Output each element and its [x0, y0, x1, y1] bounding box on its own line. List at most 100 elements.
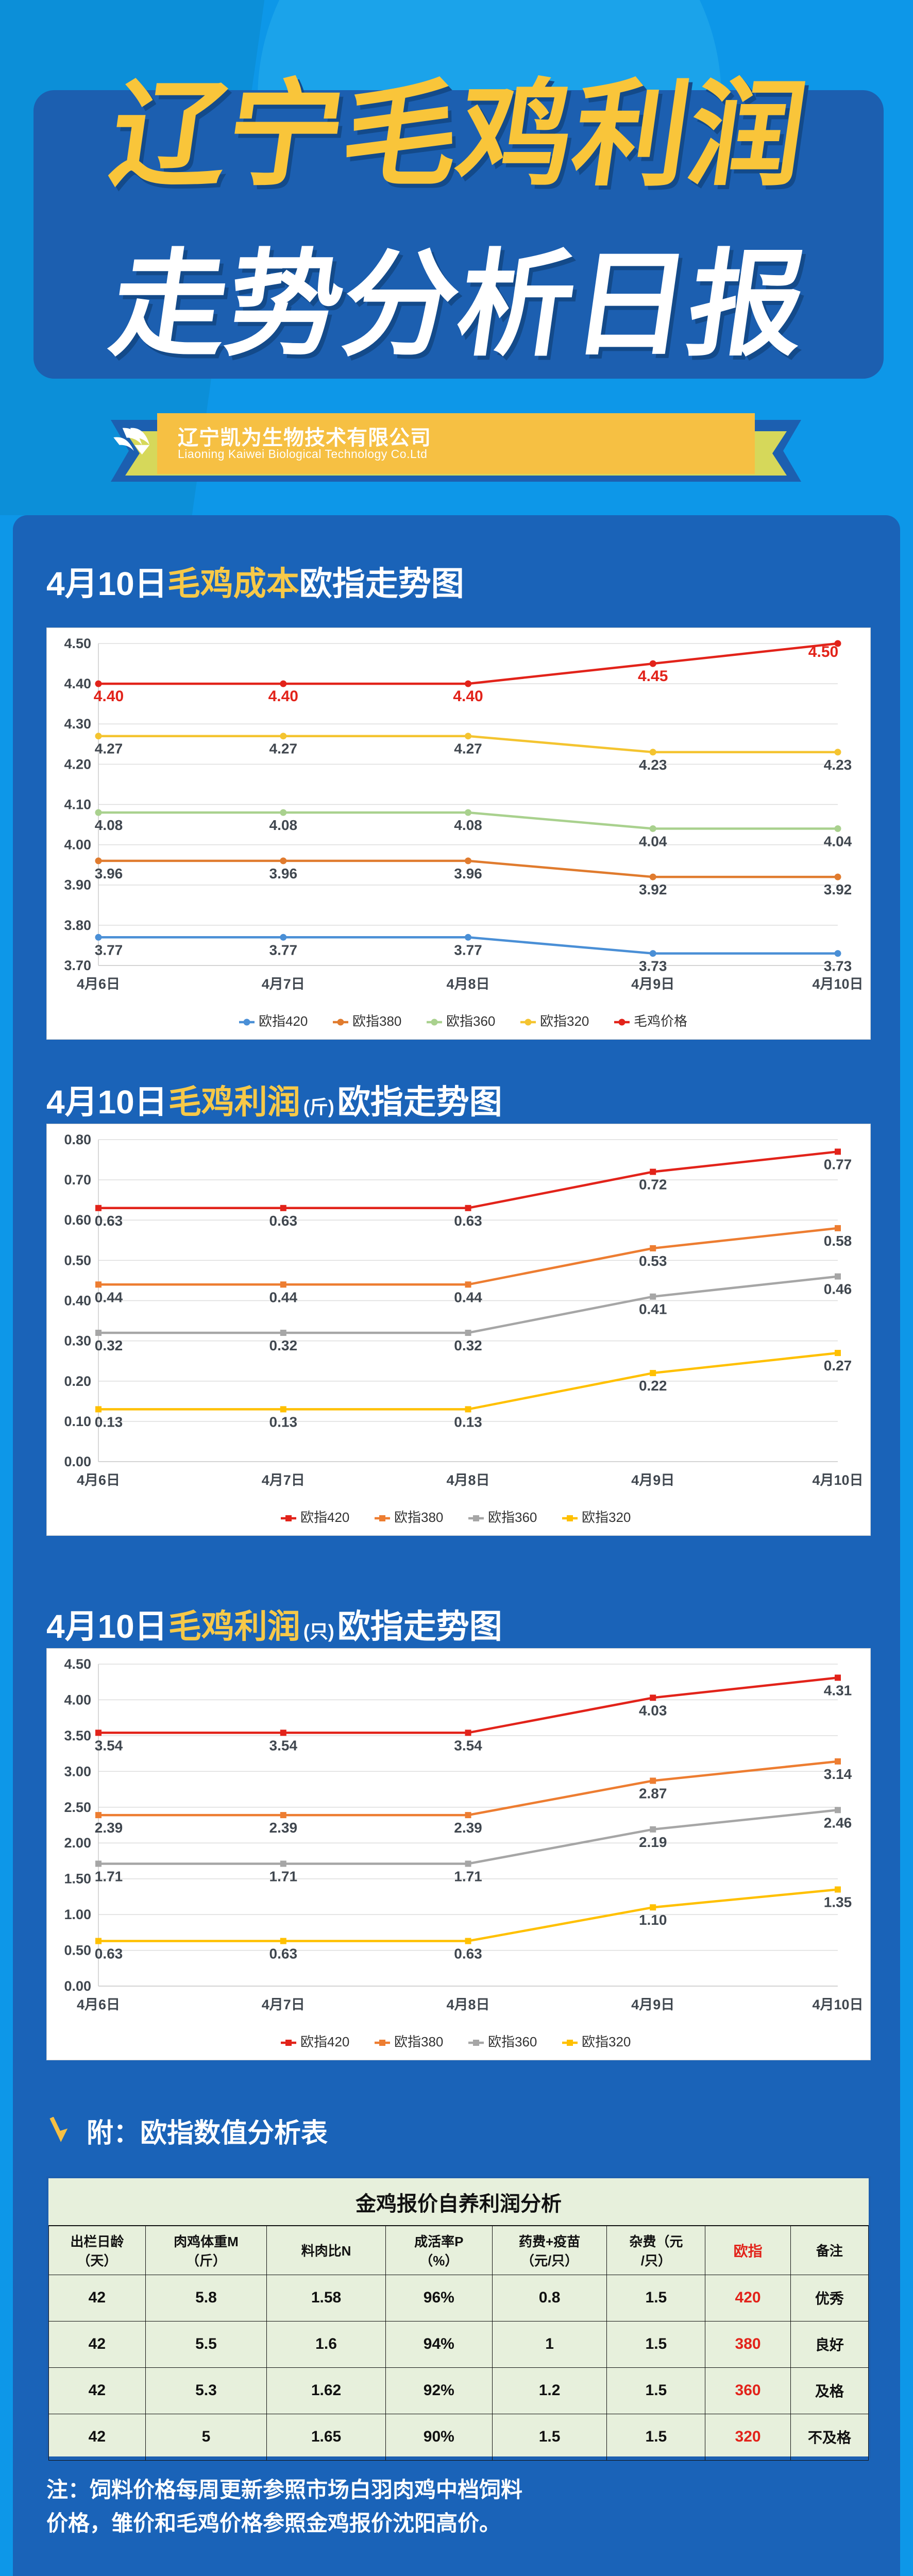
- svg-text:4月6日: 4月6日: [77, 976, 120, 992]
- svg-text:欧指420: 欧指420: [259, 1013, 308, 1029]
- svg-text:4.23: 4.23: [824, 757, 852, 773]
- svg-text:3.73: 3.73: [639, 958, 667, 974]
- svg-text:4.08: 4.08: [454, 817, 482, 833]
- svg-text:0.50: 0.50: [64, 1943, 91, 1958]
- svg-text:3.90: 3.90: [64, 877, 91, 893]
- svg-text:欧指320: 欧指320: [582, 2034, 631, 2049]
- svg-text:0.30: 0.30: [64, 1333, 91, 1349]
- svg-text:0.40: 0.40: [64, 1293, 91, 1309]
- svg-text:0.44: 0.44: [95, 1289, 123, 1305]
- svg-text:3.50: 3.50: [64, 1728, 91, 1743]
- svg-text:1.35: 1.35: [824, 1894, 852, 1910]
- svg-text:2.87: 2.87: [639, 1785, 667, 1801]
- svg-text:4.27: 4.27: [95, 741, 123, 757]
- svg-text:4月7日: 4月7日: [262, 1472, 305, 1488]
- svg-text:3.92: 3.92: [639, 882, 667, 897]
- svg-text:4.00: 4.00: [64, 837, 91, 853]
- svg-text:3.54: 3.54: [269, 1737, 298, 1753]
- svg-text:4.04: 4.04: [824, 833, 852, 849]
- svg-text:3.96: 3.96: [454, 866, 482, 882]
- svg-text:0.22: 0.22: [639, 1378, 667, 1394]
- svg-text:1.50: 1.50: [64, 1871, 91, 1887]
- svg-text:3.77: 3.77: [95, 942, 123, 958]
- svg-text:4月10日: 4月10日: [812, 1472, 863, 1488]
- svg-text:欧指360: 欧指360: [488, 2034, 537, 2049]
- svg-text:4.40: 4.40: [268, 688, 298, 705]
- svg-text:4.04: 4.04: [639, 833, 667, 849]
- svg-text:0.50: 0.50: [64, 1252, 91, 1268]
- svg-text:4.03: 4.03: [639, 1702, 667, 1718]
- svg-text:欧指360: 欧指360: [446, 1013, 495, 1029]
- svg-text:0.10: 0.10: [64, 1414, 91, 1429]
- svg-text:3.70: 3.70: [64, 958, 91, 973]
- svg-text:0.63: 0.63: [95, 1946, 123, 1962]
- svg-text:4月6日: 4月6日: [77, 1472, 120, 1488]
- svg-text:欧指320: 欧指320: [540, 1013, 589, 1029]
- svg-text:3.77: 3.77: [269, 942, 298, 958]
- svg-text:2.39: 2.39: [95, 1820, 123, 1836]
- svg-text:4月10日: 4月10日: [812, 976, 863, 992]
- svg-text:4月9日: 4月9日: [631, 976, 674, 992]
- svg-text:欧指320: 欧指320: [582, 1510, 631, 1525]
- svg-text:4月6日: 4月6日: [77, 1997, 120, 2012]
- svg-text:4.50: 4.50: [64, 636, 91, 651]
- svg-text:3.73: 3.73: [824, 958, 852, 974]
- svg-text:0.46: 0.46: [824, 1281, 852, 1297]
- svg-text:2.19: 2.19: [639, 1834, 667, 1850]
- svg-text:欧指360: 欧指360: [488, 1510, 537, 1525]
- svg-text:欧指420: 欧指420: [300, 2034, 349, 2049]
- svg-text:4.27: 4.27: [454, 741, 482, 757]
- svg-text:4.50: 4.50: [808, 643, 838, 660]
- svg-text:0.60: 0.60: [64, 1212, 91, 1228]
- svg-text:0.41: 0.41: [639, 1301, 667, 1317]
- svg-text:4.10: 4.10: [64, 797, 91, 812]
- svg-text:2.46: 2.46: [824, 1815, 852, 1831]
- svg-text:3.00: 3.00: [64, 1764, 91, 1779]
- svg-text:4.31: 4.31: [824, 1682, 852, 1698]
- svg-text:4月8日: 4月8日: [446, 976, 489, 992]
- svg-text:1.00: 1.00: [64, 1907, 91, 1922]
- svg-text:0.13: 0.13: [454, 1414, 482, 1430]
- svg-text:0.63: 0.63: [269, 1213, 298, 1229]
- svg-text:欧指380: 欧指380: [394, 1510, 443, 1525]
- svg-text:1.71: 1.71: [269, 1869, 298, 1885]
- svg-text:0.63: 0.63: [95, 1213, 123, 1229]
- svg-text:0.00: 0.00: [64, 1978, 91, 1994]
- svg-text:1.10: 1.10: [639, 1912, 667, 1928]
- svg-text:3.54: 3.54: [95, 1737, 123, 1753]
- svg-text:0.63: 0.63: [454, 1946, 482, 1962]
- svg-text:4.40: 4.40: [453, 688, 483, 705]
- svg-text:3.96: 3.96: [95, 866, 123, 882]
- svg-text:0.63: 0.63: [269, 1946, 298, 1962]
- svg-text:4.40: 4.40: [64, 676, 91, 691]
- svg-text:毛鸡价格: 毛鸡价格: [634, 1013, 687, 1029]
- svg-text:0.70: 0.70: [64, 1172, 91, 1188]
- svg-text:3.92: 3.92: [824, 882, 852, 897]
- svg-text:欧指380: 欧指380: [394, 2034, 443, 2049]
- svg-text:4.40: 4.40: [94, 688, 124, 705]
- svg-text:4月7日: 4月7日: [262, 1997, 305, 2012]
- svg-text:欧指380: 欧指380: [352, 1013, 401, 1029]
- svg-text:4月9日: 4月9日: [631, 1472, 674, 1488]
- svg-text:4月8日: 4月8日: [446, 1472, 489, 1488]
- svg-text:0.72: 0.72: [639, 1177, 667, 1193]
- svg-text:4.08: 4.08: [269, 817, 298, 833]
- svg-text:0.20: 0.20: [64, 1374, 91, 1389]
- svg-text:0.32: 0.32: [95, 1337, 123, 1353]
- svg-text:4.30: 4.30: [64, 716, 91, 732]
- svg-text:0.77: 0.77: [824, 1156, 852, 1172]
- svg-text:4.20: 4.20: [64, 756, 91, 772]
- svg-text:4.50: 4.50: [64, 1656, 91, 1672]
- svg-text:4.45: 4.45: [638, 668, 668, 685]
- svg-text:4月8日: 4月8日: [446, 1997, 489, 2012]
- svg-text:0.32: 0.32: [269, 1337, 298, 1353]
- svg-text:1.71: 1.71: [95, 1869, 123, 1885]
- svg-text:3.96: 3.96: [269, 866, 298, 882]
- svg-text:0.58: 0.58: [824, 1233, 852, 1249]
- svg-text:0.13: 0.13: [269, 1414, 298, 1430]
- svg-text:4月7日: 4月7日: [262, 976, 305, 992]
- svg-text:2.00: 2.00: [64, 1835, 91, 1851]
- svg-text:欧指420: 欧指420: [300, 1510, 349, 1525]
- svg-text:2.39: 2.39: [454, 1820, 482, 1836]
- svg-text:3.14: 3.14: [824, 1766, 852, 1782]
